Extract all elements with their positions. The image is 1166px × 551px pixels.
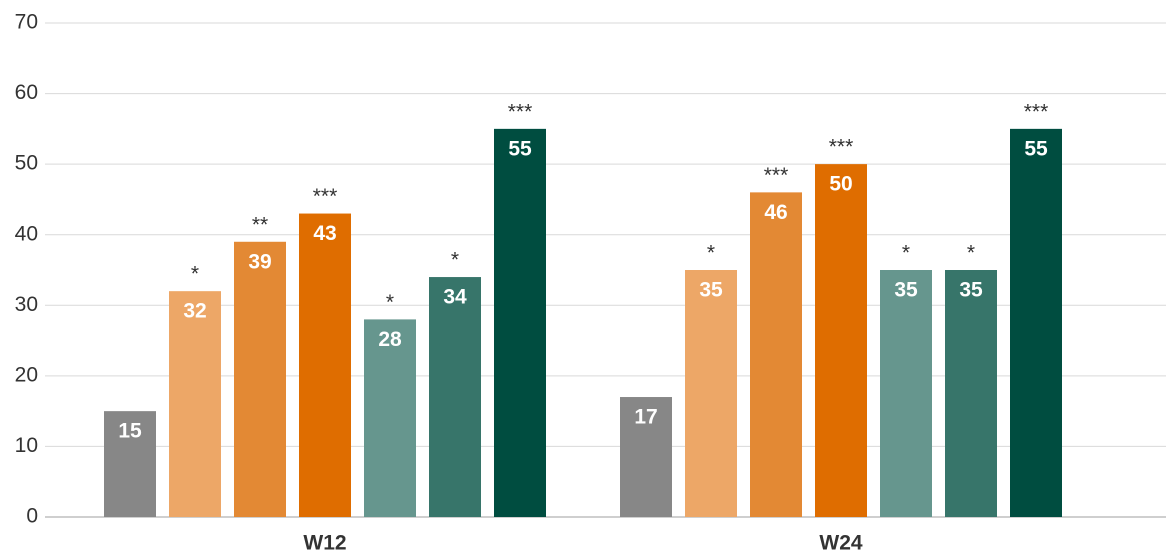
y-tick-label: 10 [15,434,38,457]
y-tick-label: 50 [15,152,38,175]
significance-label: * [707,242,715,265]
bar [880,270,932,517]
significance-label: * [967,242,975,265]
x-tick-label: W24 [819,532,863,551]
bar [364,319,416,517]
significance-label: * [902,242,910,265]
bar [429,277,481,517]
data-label: 32 [183,300,206,323]
bar [104,411,156,517]
significance-label: *** [829,136,854,159]
data-label: 35 [959,279,983,302]
y-tick-label: 60 [15,81,38,104]
data-label: 39 [248,250,271,273]
x-tick-label: W12 [303,532,346,551]
data-label: 35 [894,279,918,302]
y-tick-label: 70 [15,11,38,34]
bar [685,270,737,517]
significance-label: * [386,291,394,314]
bar [815,164,867,517]
bar [234,241,286,517]
data-label: 17 [634,406,657,429]
data-label: 50 [829,173,852,196]
significance-label: *** [313,185,338,208]
data-label: 55 [1024,137,1048,160]
data-label: 46 [764,201,787,224]
y-tick-label: 0 [26,505,38,528]
significance-label: *** [1024,100,1049,123]
significance-label: * [191,263,199,286]
bar [1010,128,1062,517]
data-label: 55 [508,137,532,160]
bar [945,270,997,517]
data-label: 34 [443,286,467,309]
y-tick-label: 20 [15,363,38,386]
data-label: 15 [118,420,142,443]
bar [494,128,546,517]
significance-label: * [451,249,459,272]
significance-label: *** [764,164,789,187]
y-tick-label: 40 [15,222,38,245]
y-tick-label: 30 [15,293,38,316]
significance-label: ** [252,213,268,236]
data-label: 28 [378,328,402,351]
significance-label: *** [508,100,533,123]
bar [750,192,802,517]
bar [169,291,221,517]
data-label: 43 [313,222,336,245]
bar [299,213,351,518]
data-label: 35 [699,279,723,302]
bar [620,397,672,517]
